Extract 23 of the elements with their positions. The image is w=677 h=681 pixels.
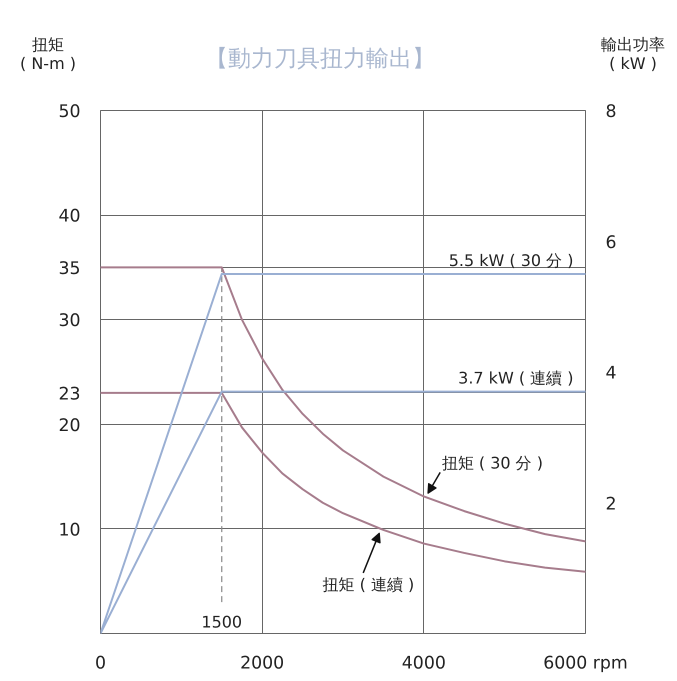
y-tick-label: 40: [58, 206, 81, 227]
chart-title: 【動力刀具扭力輸出】: [204, 45, 436, 74]
x-tick-label: 6000 rpm: [543, 654, 628, 674]
y2-tick-label: 4: [606, 364, 617, 384]
y-tick-label: 23: [58, 384, 81, 404]
x-tick-label: 0: [94, 654, 106, 674]
series-label: 扭矩 ( 30 分 ): [442, 453, 544, 472]
series-label: 3.7 kW ( 連續 ): [458, 368, 574, 388]
x-tick-label: 2000: [240, 654, 284, 674]
y-tick-label: 20: [58, 416, 81, 436]
y-axis-title: 扭矩 ( N-m ): [19, 35, 77, 74]
y-tick-label: 35: [58, 258, 81, 279]
y2-tick-label: 8: [606, 102, 617, 122]
y2-tick-label: 6: [606, 232, 617, 253]
ref-line-label: 1500: [201, 612, 242, 632]
x-tick-label: 4000: [402, 654, 446, 674]
y-tick-label: 10: [58, 520, 81, 540]
y-tick-label: 30: [58, 311, 81, 332]
text: 扭矩 ( 連續 ): [322, 574, 414, 594]
series-label: 5.5 kW ( 30 分 ): [448, 250, 574, 270]
y-tick-label: 50: [58, 102, 81, 122]
y2-tick-label: 2: [606, 494, 617, 514]
y2-axis-title: 輸出功率 ( kW ): [600, 35, 666, 74]
